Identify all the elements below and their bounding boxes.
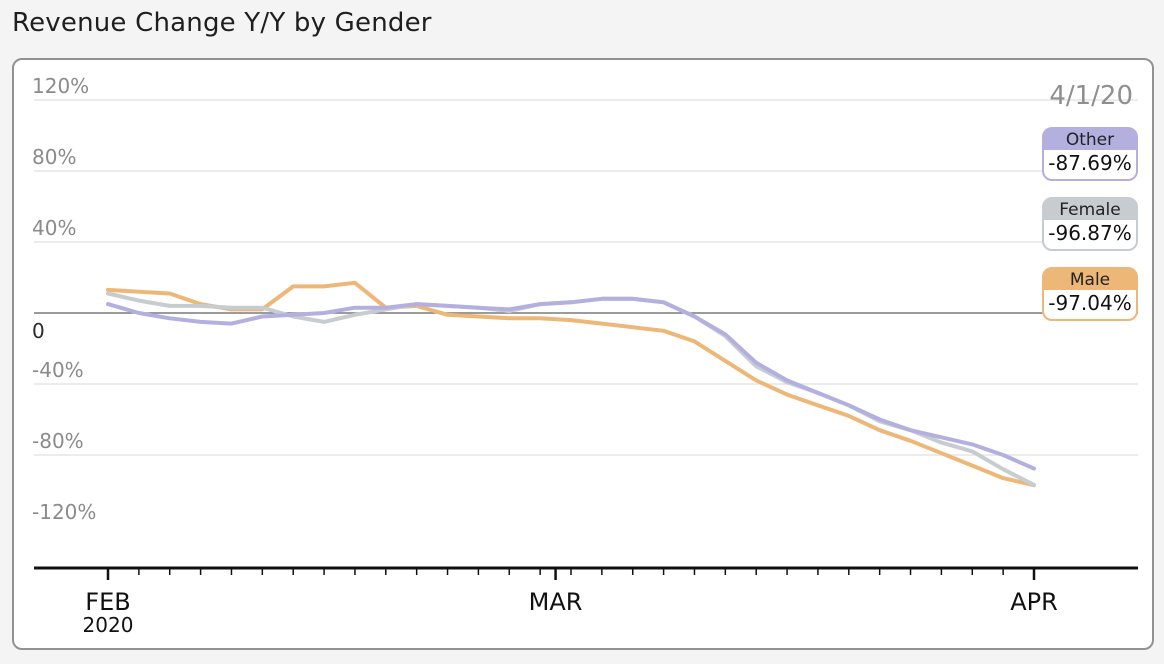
y-tick-label: -80% [32, 429, 84, 453]
legend-series-value: -97.04% [1048, 291, 1131, 315]
highlight-date: 4/1/20 [1049, 81, 1133, 111]
legend-header [1043, 128, 1137, 150]
y-tick-label: 120% [32, 74, 89, 98]
legend-item-female: Female-96.87% [1042, 197, 1138, 251]
legend-series-name: Female [1059, 200, 1120, 220]
chart-card: 120% 80% 40% 0 -40% -80% -120% FEB 2020 MAR APR 4… [12, 58, 1154, 650]
y-tick-label: 40% [32, 216, 76, 240]
series-line-other [106, 296, 1036, 471]
y-tick-label: -120% [32, 500, 96, 524]
legend-header [1043, 198, 1137, 220]
legend: 4/1/20 Other-87.69% Female-96.87% Male-97.0… [1042, 81, 1138, 321]
legend-item-male: Male-97.04% [1042, 267, 1138, 321]
x-tick-sublabel: 2020 [83, 613, 134, 637]
legend-item-other: Other-87.69% [1042, 127, 1138, 181]
legend-series-name: Male [1070, 270, 1110, 290]
x-tick-label: APR [1010, 588, 1058, 616]
x-tick-label: MAR [529, 588, 583, 616]
y-tick-label: 0 [32, 319, 45, 343]
legend-series-value: -87.69% [1048, 151, 1131, 175]
y-tick-label: 80% [32, 145, 76, 169]
y-tick-label: -40% [32, 358, 84, 382]
series-layer [106, 280, 1036, 488]
legend-series-value: -96.87% [1048, 221, 1131, 245]
series-line-female [106, 291, 1036, 487]
y-axis: 120% 80% 40% 0 -40% -80% -120% [32, 74, 96, 524]
legend-series-name: Other [1066, 130, 1114, 150]
grid-layer [34, 99, 1138, 456]
legend-header [1043, 268, 1137, 290]
x-tick-label: FEB [85, 588, 130, 616]
chart-title: Revenue Change Y/Y by Gender [12, 8, 432, 38]
